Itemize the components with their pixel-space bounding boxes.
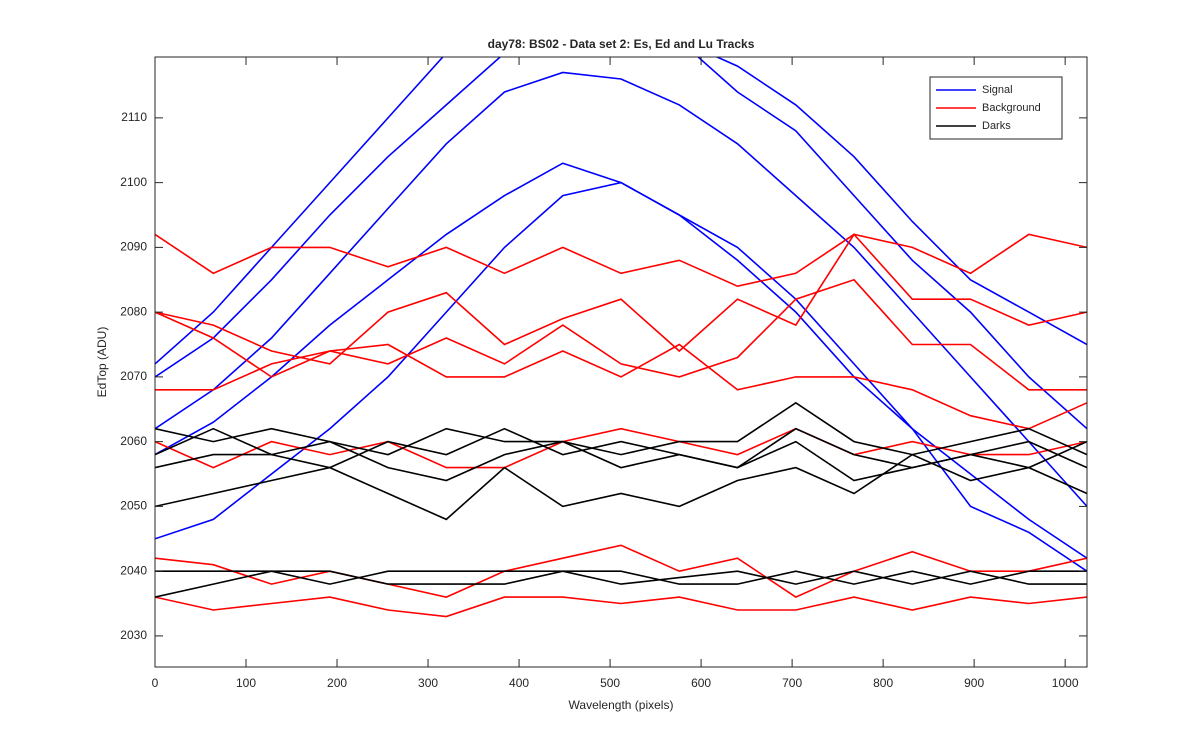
x-axis-label: Wavelength (pixels): [569, 698, 674, 712]
data-line: [155, 453, 1087, 521]
x-tick-label: 300: [418, 676, 438, 690]
data-line: [155, 57, 1087, 430]
legend-label: Darks: [982, 120, 1011, 132]
data-line: [155, 570, 1087, 585]
y-tick-label: 2090: [120, 240, 147, 254]
legend-label: Signal: [982, 84, 1013, 96]
legend-label: Background: [982, 102, 1041, 114]
axes-box: [154, 56, 1088, 668]
x-tick-label: 400: [509, 676, 529, 690]
data-line: [155, 570, 1087, 598]
x-tick-label: 1000: [1052, 676, 1079, 690]
x-tick-label: 0: [152, 676, 159, 690]
x-tick-label: 100: [236, 676, 256, 690]
x-tick-label: 500: [600, 676, 620, 690]
y-tick-label: 2100: [120, 175, 147, 189]
data-line: [155, 596, 1087, 618]
data-line: [155, 343, 1087, 430]
y-tick-label: 2060: [120, 434, 147, 448]
plot-area: [155, 57, 1087, 667]
data-line: [155, 57, 1087, 378]
y-tick-label: 2080: [120, 304, 147, 318]
data-line: [155, 233, 1087, 288]
lines: [155, 57, 1087, 618]
data-line: [155, 278, 1087, 391]
x-tick-label: 700: [782, 676, 802, 690]
y-tick-label: 2070: [120, 369, 147, 383]
data-line: [155, 71, 1087, 507]
x-tick-label: 900: [964, 676, 984, 690]
y-tick-label: 2050: [120, 499, 147, 513]
y-tick-label: 2110: [121, 110, 147, 124]
data-line: [155, 544, 1087, 599]
x-tick-label: 200: [327, 676, 347, 690]
x-tick-label: 600: [691, 676, 711, 690]
data-line: [155, 427, 1087, 469]
y-axis-label: EdTop (ADU): [95, 327, 109, 398]
x-tick-label: 800: [873, 676, 893, 690]
data-line: [155, 401, 1087, 456]
y-tick-label: 2030: [120, 628, 147, 642]
data-line: [155, 181, 1087, 572]
y-tick-label: 2040: [120, 563, 147, 577]
chart-title: day78: BS02 - Data set 2: Es, Ed and Lu …: [488, 37, 755, 51]
